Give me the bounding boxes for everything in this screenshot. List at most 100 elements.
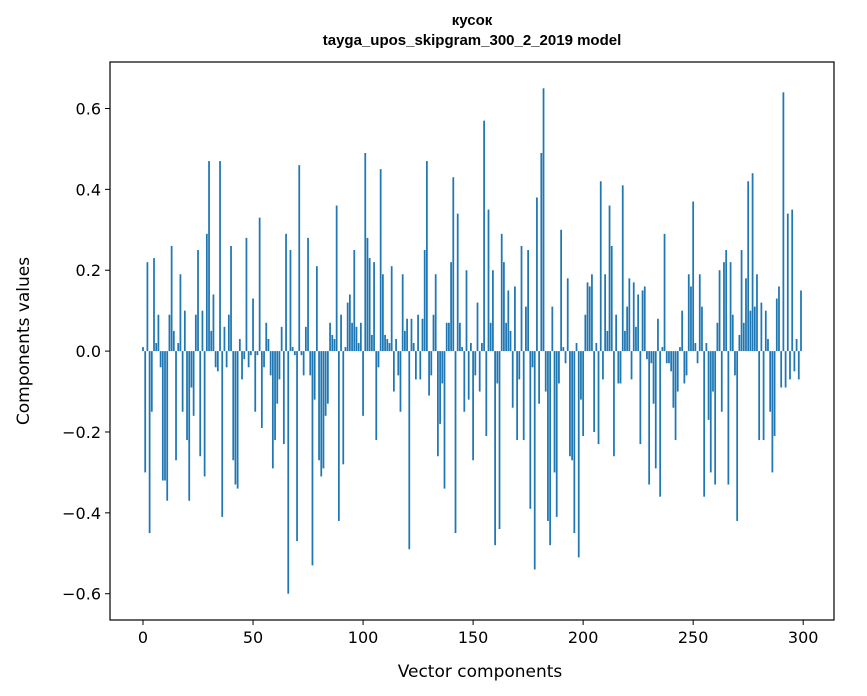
bar-component-282 (762, 351, 765, 441)
y-tick-label: −0.2 (62, 423, 101, 442)
bar-component-205 (593, 351, 596, 432)
bar-component-105 (373, 262, 375, 352)
bar-component-270 (736, 351, 739, 521)
bar-component-268 (731, 314, 734, 352)
bar-component-153 (478, 351, 481, 392)
bar-component-144 (459, 322, 461, 352)
bar-component-184 (547, 351, 549, 521)
bar-component-239 (668, 351, 670, 364)
bar-component-156 (485, 351, 488, 437)
bar-component-169 (514, 286, 516, 352)
bar-component-39 (227, 314, 230, 352)
bar-component-172 (520, 245, 523, 352)
bar-component-288 (775, 298, 778, 352)
bar-component-110 (384, 334, 386, 352)
bar-component-78 (313, 351, 316, 400)
bar-component-183 (544, 351, 547, 392)
bar-component-269 (734, 351, 736, 376)
bar-component-279 (756, 274, 758, 352)
bar-component-150 (472, 351, 474, 461)
bar-component-146 (463, 351, 466, 412)
bar-component-79 (315, 266, 318, 352)
y-axis-label: Components values (14, 257, 34, 425)
bar-component-23 (192, 351, 195, 416)
bar-component-130 (428, 351, 430, 396)
bar-component-133 (434, 274, 437, 352)
bar-component-34 (216, 351, 219, 372)
bar-component-12 (168, 314, 171, 352)
bar-component-235 (659, 351, 662, 497)
bar-component-258 (709, 351, 712, 473)
bar-component-147 (465, 270, 468, 352)
bar-component-48 (247, 351, 250, 368)
bar-component-44 (238, 338, 241, 352)
y-tick-label: 0.6 (76, 100, 101, 119)
bar-component-28 (203, 351, 206, 477)
bar-component-199 (580, 351, 582, 400)
bar-component-231 (650, 351, 653, 364)
bar-component-109 (382, 274, 384, 352)
bar-component-13 (170, 245, 173, 352)
bar-component-62 (278, 351, 281, 380)
bar-component-229 (646, 351, 648, 360)
bar-component-158 (489, 322, 492, 352)
x-tick-label: 50 (243, 628, 263, 647)
bar-component-49 (249, 351, 252, 356)
bar-component-0 (142, 347, 144, 352)
bar-component-19 (183, 310, 186, 352)
y-tick-label: −0.4 (62, 504, 101, 523)
bar-component-70 (296, 351, 298, 542)
bar-component-260 (714, 351, 717, 485)
bar-component-125 (417, 314, 419, 352)
bar-component-135 (439, 351, 441, 424)
bar-component-254 (701, 306, 703, 352)
bar-component-180 (538, 351, 540, 404)
bar-component-274 (745, 278, 747, 352)
bar-component-95 (351, 322, 353, 352)
bar-component-166 (507, 290, 510, 352)
bar-component-90 (340, 314, 342, 352)
bar-component-145 (461, 347, 463, 352)
bar-component-46 (243, 351, 246, 360)
bar-component-91 (342, 351, 345, 465)
bar-component-115 (395, 338, 397, 352)
bar-component-272 (740, 250, 743, 352)
bar-component-60 (274, 351, 276, 441)
bar-component-126 (419, 351, 422, 380)
bar-component-209 (602, 351, 604, 380)
bar-component-264 (723, 262, 725, 352)
bar-component-73 (302, 351, 305, 376)
bar-component-111 (386, 338, 389, 352)
bar-component-161 (496, 351, 499, 384)
bar-component-298 (797, 351, 800, 380)
bar-component-204 (591, 274, 593, 352)
bar-component-58 (269, 351, 272, 376)
bar-component-52 (256, 351, 259, 356)
bar-component-225 (637, 294, 640, 352)
bar-component-38 (225, 351, 228, 368)
bar-component-275 (747, 181, 750, 352)
bar-component-80 (318, 351, 320, 461)
bar-component-296 (793, 351, 796, 372)
y-tick-label: 0.0 (76, 342, 101, 361)
bar-component-251 (694, 343, 697, 352)
bar-component-218 (621, 185, 624, 352)
bar-component-3 (148, 351, 151, 534)
x-tick-label: 150 (458, 628, 489, 647)
bar-component-137 (443, 351, 446, 489)
bar-component-10 (164, 351, 166, 481)
bar-component-85 (329, 322, 331, 352)
bar-component-213 (610, 245, 613, 352)
bar-component-40 (230, 245, 232, 352)
bar-component-120 (406, 318, 408, 352)
bar-component-154 (481, 343, 483, 352)
bar-component-24 (194, 314, 197, 352)
bar-component-42 (234, 351, 237, 485)
x-axis-ticks: 0 50 100 150 200 250 300 (138, 620, 818, 647)
bar-component-167 (509, 330, 512, 352)
bar-component-41 (232, 351, 235, 461)
bar-component-191 (562, 347, 565, 352)
bar-component-265 (725, 250, 728, 352)
bar-component-2 (146, 262, 149, 352)
